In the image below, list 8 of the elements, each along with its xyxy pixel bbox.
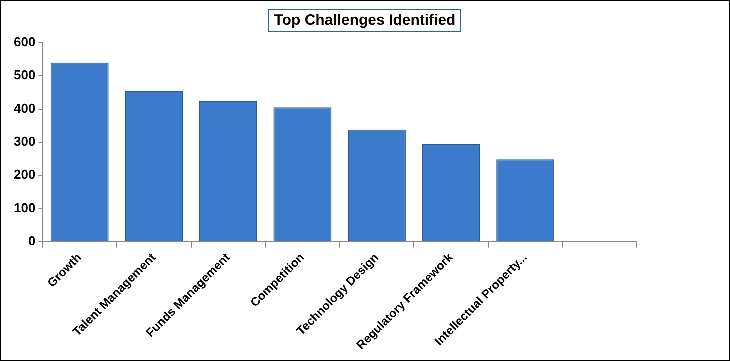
y-tick-label: 600	[14, 34, 36, 50]
chart-title: Top Challenges Identified	[268, 9, 462, 32]
y-tick-label: 200	[14, 167, 36, 182]
y-tick-label: 0	[28, 233, 36, 248]
y-tick-label: 400	[14, 100, 36, 116]
y-tick-label: 300	[14, 134, 36, 150]
y-tick-label: 500	[14, 68, 36, 83]
y-tick-label: 100	[14, 200, 36, 216]
